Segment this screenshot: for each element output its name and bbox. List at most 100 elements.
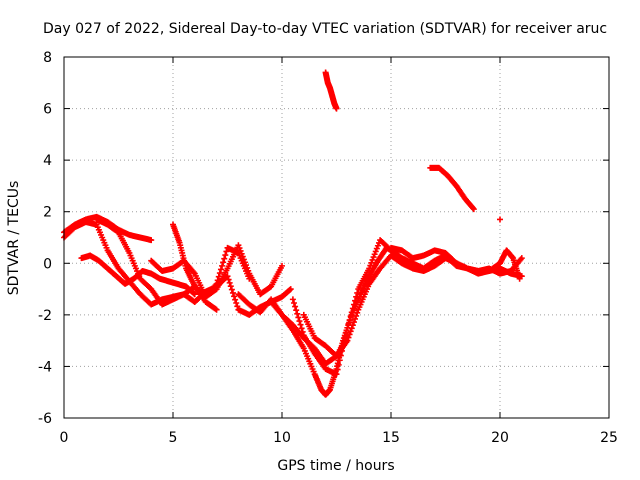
- x-tick-label: 15: [382, 430, 400, 446]
- data-point: [333, 371, 340, 378]
- x-tick-label: 5: [169, 430, 178, 446]
- x-tick-label: 25: [600, 430, 618, 446]
- data-point: [228, 286, 235, 293]
- data-point: [350, 319, 357, 326]
- data-point: [366, 265, 373, 272]
- series-arc-4: [93, 216, 220, 313]
- data-point: [226, 279, 233, 286]
- data-point: [232, 296, 239, 303]
- y-tick-label: -6: [38, 411, 52, 427]
- data-point: [374, 242, 381, 249]
- plot-frame: [63, 56, 610, 419]
- data-point: [371, 251, 378, 258]
- x-axis-label: GPS time / hours: [277, 458, 394, 474]
- data-point: [469, 205, 476, 212]
- data-point: [292, 303, 299, 310]
- data-point: [353, 312, 360, 319]
- data-point: [295, 314, 302, 321]
- data-point: [334, 366, 341, 373]
- data-point: [191, 291, 198, 298]
- data-point: [243, 262, 250, 269]
- data-point: [497, 216, 503, 223]
- data-point: [345, 334, 352, 341]
- data-point: [237, 247, 244, 254]
- data-point: [233, 299, 240, 306]
- data-point: [352, 297, 359, 304]
- data-point: [235, 242, 242, 249]
- series-arc-6: [170, 221, 285, 300]
- data-point: [353, 293, 360, 300]
- data-point: [293, 307, 300, 314]
- y-axis-ticks: -6 -4 -2 0 2 4 6 8: [38, 50, 609, 427]
- data-point: [223, 248, 230, 255]
- series-arc-13: [497, 216, 503, 223]
- data-point: [344, 337, 351, 344]
- data-point: [290, 299, 297, 306]
- data-point: [148, 237, 155, 244]
- data-point: [221, 255, 228, 262]
- series-arc-9: [289, 237, 525, 378]
- data-point: [370, 254, 377, 261]
- data-point: [239, 253, 246, 260]
- data-point: [287, 286, 294, 293]
- data-point: [294, 310, 301, 317]
- data-point: [244, 264, 251, 271]
- data-point: [347, 313, 354, 320]
- data-point: [220, 259, 227, 266]
- y-tick-label: 4: [43, 153, 52, 169]
- data-point: [516, 275, 523, 282]
- data-point: [245, 267, 252, 274]
- data-point: [335, 361, 342, 368]
- x-axis-ticks: 0 5 10 15 20 25: [60, 57, 618, 446]
- x-tick-label: 0: [60, 430, 69, 446]
- data-point: [241, 259, 248, 266]
- data-point: [352, 315, 359, 322]
- series-arc-11: [322, 69, 340, 112]
- data-point: [343, 329, 350, 336]
- data-point: [345, 320, 352, 327]
- data-point: [298, 325, 305, 332]
- series-arc-3: [78, 252, 198, 298]
- data-point: [222, 252, 229, 259]
- data-point: [333, 105, 340, 112]
- data-point: [518, 255, 525, 262]
- data-point: [238, 250, 245, 257]
- data-point: [227, 283, 234, 290]
- data-point: [297, 321, 304, 328]
- data-point: [368, 259, 375, 266]
- data-point: [346, 317, 353, 324]
- x-tick-label: 20: [491, 430, 509, 446]
- data-point: [470, 206, 477, 213]
- chart-title: Day 027 of 2022, Sidereal Day-to-day VTE…: [43, 21, 607, 37]
- data-point: [216, 270, 223, 277]
- data-point: [217, 266, 224, 273]
- data-point: [373, 245, 380, 252]
- data-point: [347, 328, 354, 335]
- data-point: [367, 262, 374, 269]
- data-point: [236, 245, 243, 252]
- data-point: [348, 309, 355, 316]
- data-point: [349, 322, 356, 329]
- series-arc-12: [427, 164, 477, 213]
- data-point: [354, 309, 361, 316]
- data-point: [219, 262, 226, 269]
- data-point: [229, 289, 236, 296]
- data-point: [289, 296, 296, 303]
- data-point: [296, 318, 303, 325]
- data-point: [225, 276, 232, 283]
- y-tick-label: 2: [43, 205, 52, 221]
- x-tick-label: 10: [273, 430, 291, 446]
- y-axis-label: SDTVAR / TECUs: [6, 181, 22, 296]
- y-tick-label: 6: [43, 102, 52, 118]
- y-tick-label: 8: [43, 50, 52, 66]
- data-point: [234, 303, 241, 310]
- data-point: [369, 256, 376, 263]
- data-point: [372, 248, 379, 255]
- data-point: [349, 305, 356, 312]
- data-point: [348, 325, 355, 332]
- y-tick-label: 0: [43, 256, 52, 272]
- data-point: [213, 306, 220, 313]
- data-points: [61, 69, 525, 398]
- data-point: [336, 357, 343, 364]
